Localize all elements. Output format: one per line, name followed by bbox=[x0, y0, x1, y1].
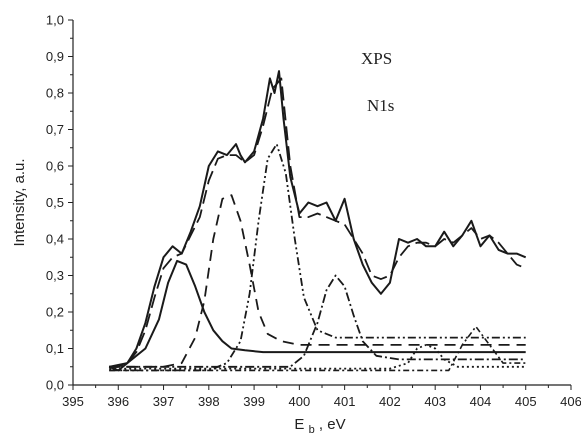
x-tick-label: 399 bbox=[243, 394, 265, 409]
y-tick-label: 0,5 bbox=[46, 195, 64, 210]
series-line-0 bbox=[108, 70, 527, 372]
y-tick-label: 0,0 bbox=[46, 378, 64, 393]
series-line-4 bbox=[109, 143, 526, 372]
x-ticks: 395 396 397 398 399 400 401 402 403 404 405 406 bbox=[62, 385, 581, 409]
y-tick-label: 0,6 bbox=[46, 159, 64, 174]
y-tick-label: 0,1 bbox=[46, 341, 64, 356]
y-ticks: 0,0 0,1 0,2 0,3 0,4 0,5 0,6 0,7 0,8 0,9 1,0 bbox=[46, 13, 73, 393]
y-tick-label: 0,7 bbox=[46, 122, 64, 137]
x-axis-label-main: E bbox=[294, 416, 304, 433]
x-tick-label: 403 bbox=[424, 394, 446, 409]
y-tick-label: 0,2 bbox=[46, 305, 64, 320]
y-tick-label: 0,8 bbox=[46, 86, 64, 101]
x-tick-label: 405 bbox=[515, 394, 537, 409]
x-axis-label: E b , eV bbox=[294, 416, 345, 437]
x-tick-label: 402 bbox=[379, 394, 401, 409]
y-tick-label: 0,3 bbox=[46, 268, 64, 283]
axes: 395 396 397 398 399 400 401 402 403 404 405 406 0,0… bbox=[46, 13, 581, 410]
series-line-6 bbox=[109, 344, 526, 370]
x-axis-label-unit: , eV bbox=[319, 416, 346, 433]
annotation-xps: XPS bbox=[361, 49, 392, 68]
x-tick-label: 395 bbox=[62, 394, 84, 409]
y-tick-label: 0,9 bbox=[46, 49, 64, 64]
y-tick-label: 1,0 bbox=[46, 13, 64, 28]
x-tick-label: 398 bbox=[198, 394, 220, 409]
x-tick-label: 400 bbox=[289, 394, 311, 409]
annotation-n1s: N1s bbox=[367, 96, 394, 115]
series-layer bbox=[108, 70, 527, 372]
x-tick-label: 397 bbox=[153, 394, 175, 409]
x-tick-label: 404 bbox=[470, 394, 492, 409]
series-line-5 bbox=[109, 274, 526, 368]
x-tick-label: 396 bbox=[107, 394, 129, 409]
y-tick-label: 0,4 bbox=[46, 232, 64, 247]
series-line-3 bbox=[109, 194, 526, 368]
x-tick-label: 406 bbox=[560, 394, 581, 409]
series-line-7 bbox=[109, 325, 526, 372]
y-axis-label: Intensity, a.u. bbox=[11, 158, 28, 246]
x-tick-label: 401 bbox=[334, 394, 356, 409]
series-line-1 bbox=[109, 77, 527, 368]
x-axis-label-subscript: b bbox=[309, 424, 315, 436]
series-line-2 bbox=[108, 259, 526, 368]
